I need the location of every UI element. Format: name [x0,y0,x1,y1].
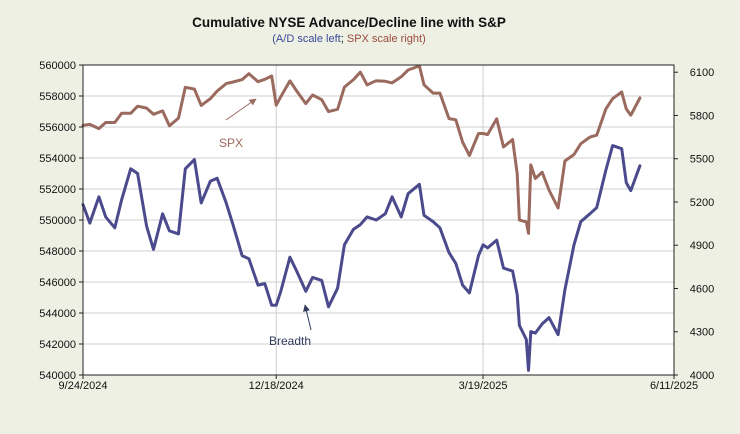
x-axis-tick-label: 9/24/2024 [59,380,108,392]
right-axis-tick-label: 4000 [690,370,714,382]
chart-subtitle: (A/D scale left; SPX scale right) [272,33,425,45]
right-axis-tick-label: 5800 [690,110,714,122]
right-axis-tick-label: 5200 [690,197,714,209]
left-axis-tick-label: 542000 [39,339,76,351]
x-axis-tick-label: 12/18/2024 [249,380,304,392]
breadth-series-line [81,144,642,372]
subtitle-right-scale: SPX scale right [347,33,422,45]
left-axis-tick-label: 546000 [39,277,76,289]
left-axis-tick-label: 556000 [39,122,76,134]
subtitle-left-scale: A/D scale left [276,33,341,45]
subtitle-sep: ; [341,33,347,45]
right-axis-tick-label: 4900 [690,240,714,252]
spx-series-line [81,64,642,235]
left-axis-tick-label: 548000 [39,246,76,258]
chart-title: Cumulative NYSE Advance/Decline line wit… [192,15,506,30]
subtitle-open: ( [272,33,276,45]
breadth-annotation-arrow [303,304,312,331]
right-axis-tick-label: 4300 [690,327,714,339]
x-axis-tick-label: 3/19/2025 [459,380,508,392]
left-axis-tick-label: 540000 [39,370,76,382]
left-axis-tick-label: 550000 [39,215,76,227]
axis-layer: 540000 542000 544000 546000 548000 550000 5520… [39,60,714,392]
right-axis-tick-label: 4600 [690,283,714,295]
left-axis-tick-label: 560000 [39,60,76,72]
left-axis-tick-label: 544000 [39,308,76,320]
right-axis-tick-label: 5500 [690,154,714,166]
x-axis-tick-label: 6/11/2025 [650,380,698,392]
grid-layer [83,65,674,375]
subtitle-close: ) [422,33,426,45]
left-axis-tick-label: 558000 [39,91,76,103]
spx-annotation-label: SPX [219,136,243,150]
left-axis-tick-label: 552000 [39,184,76,196]
series-layer [81,64,642,372]
right-axis-tick-label: 6100 [690,67,714,79]
left-axis-tick-label: 554000 [39,153,76,165]
breadth-annotation-label: Breadth [269,334,311,348]
spx-annotation-arrow [225,98,257,121]
